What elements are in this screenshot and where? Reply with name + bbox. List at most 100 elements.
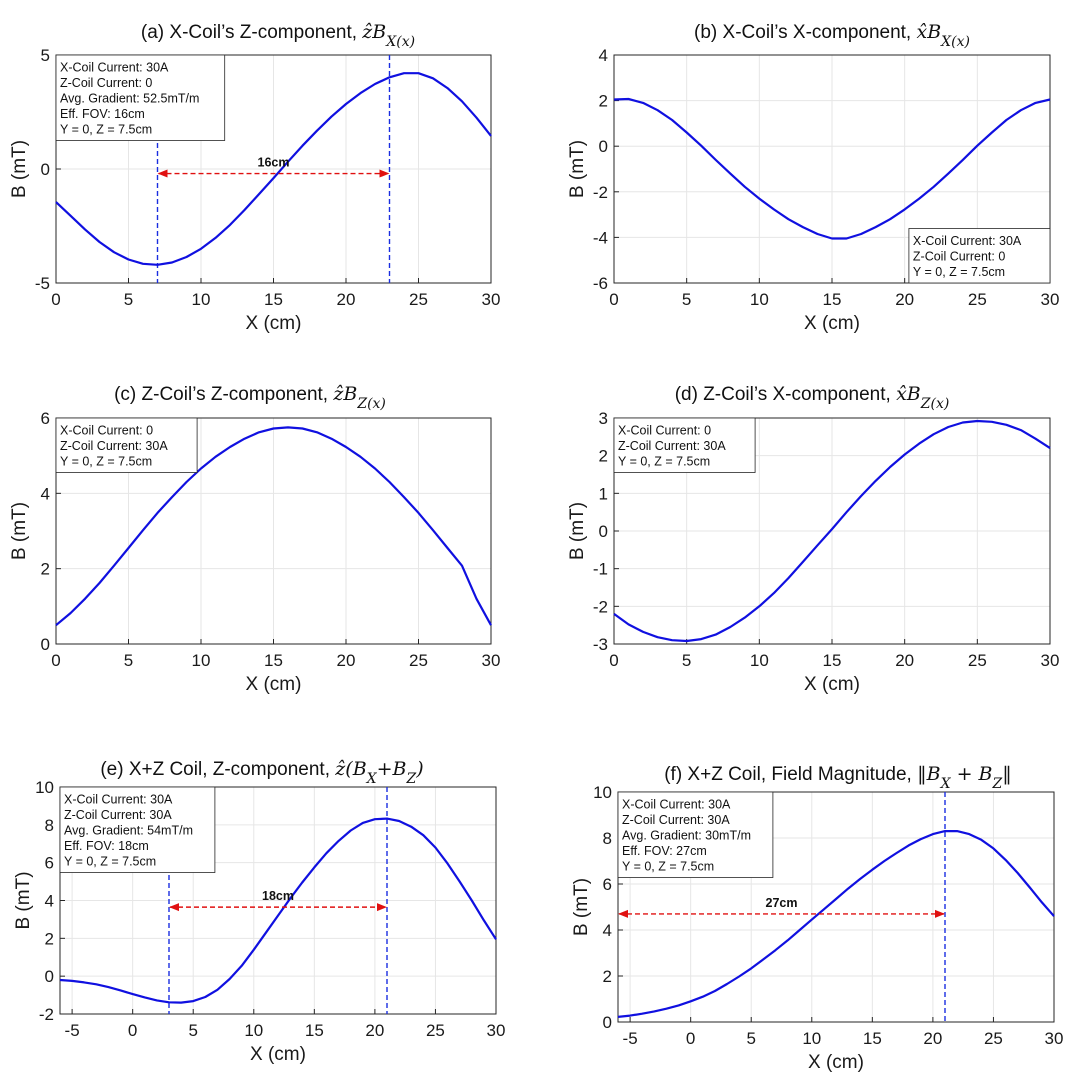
x-tick-label: -5 bbox=[623, 1029, 638, 1048]
y-tick-label: -2 bbox=[593, 597, 608, 616]
chart-panel-f: -5 0 5 10 15 20 25 30 0 2 4 6 8 10 X (cm) B (mT) (f) X+Z… bbox=[571, 763, 1063, 1073]
y-tick-label: 1 bbox=[599, 484, 608, 503]
title-part-title-math3: ‖ bbox=[1002, 763, 1012, 785]
title-part-title-math: ‖B bbox=[917, 763, 941, 785]
y-tick-label: 8 bbox=[603, 829, 612, 848]
x-tick-label: 20 bbox=[337, 290, 356, 309]
chart-panel-d: 0 5 10 15 20 25 30 -3 -2 -1 0 1 2 3 X (cm) B (mT) (d) Z-… bbox=[567, 383, 1059, 695]
y-tick-label: 2 bbox=[603, 967, 612, 986]
chart-title: (c) Z-Coil’s Z-component, ẑBZ(x) bbox=[114, 383, 386, 412]
x-tick-label: 5 bbox=[124, 651, 133, 670]
annotation-line: Z-Coil Current: 0 bbox=[60, 76, 152, 90]
x-tick-label: 25 bbox=[409, 651, 428, 670]
y-tick-label: -5 bbox=[35, 274, 50, 293]
x-tick-label: 15 bbox=[863, 1029, 882, 1048]
chart-title: (e) X+Z Coil, Z-component, ẑ(BX+BZ) bbox=[100, 758, 423, 787]
x-tick-label: 0 bbox=[609, 651, 618, 670]
y-tick-label: 8 bbox=[45, 816, 54, 835]
series-line-0 bbox=[613, 97, 1051, 240]
y-tick-label: 6 bbox=[41, 409, 50, 428]
fov-span-label: 27cm bbox=[766, 896, 798, 910]
x-axis-label: X (cm) bbox=[804, 674, 860, 695]
chart-panel-b: 0 5 10 15 20 25 30 -6 -4 -2 0 2 4 X (cm) B (mT) (b) X-C… bbox=[567, 21, 1059, 334]
series-line-0 bbox=[617, 829, 1055, 1018]
title-part-title-sub: X bbox=[366, 771, 378, 787]
axes-box bbox=[617, 791, 1055, 1023]
y-tick-label: 0 bbox=[603, 1013, 612, 1032]
x-tick-label: 10 bbox=[750, 290, 769, 309]
annotation-box bbox=[55, 54, 226, 141]
annotation-line: X-Coil Current: 30A bbox=[622, 798, 731, 812]
y-tick-label: 10 bbox=[35, 778, 54, 797]
series-line-0 bbox=[55, 426, 492, 627]
annotation-line: X-Coil Current: 0 bbox=[618, 424, 711, 438]
x-tick-label: 25 bbox=[968, 651, 987, 670]
title-part-title-math: x̂B bbox=[896, 383, 921, 405]
annotation-line: X-Coil Current: 30A bbox=[64, 793, 173, 807]
x-tick-label: 20 bbox=[895, 651, 914, 670]
x-tick-label: 0 bbox=[686, 1029, 695, 1048]
annotation-line: Y = 0, Z = 7.5cm bbox=[913, 265, 1005, 279]
y-axis-label: B (mT) bbox=[9, 140, 30, 198]
x-axis-label: X (cm) bbox=[804, 313, 860, 334]
x-tick-label: 25 bbox=[426, 1021, 445, 1040]
series-line-0 bbox=[59, 817, 497, 1004]
annotation-line: Y = 0, Z = 7.5cm bbox=[60, 123, 152, 137]
x-tick-label: 20 bbox=[895, 290, 914, 309]
x-tick-label: 0 bbox=[128, 1021, 137, 1040]
x-tick-label: 10 bbox=[802, 1029, 821, 1048]
x-tick-label: 0 bbox=[51, 651, 60, 670]
chart-panel-e: -5 0 5 10 15 20 25 30 -2 0 2 4 6 8 10 X (cm) B (mT) (e) X… bbox=[13, 758, 505, 1065]
title-part-title-sub: X(x) bbox=[385, 34, 415, 50]
y-axis-label: B (mT) bbox=[13, 871, 34, 929]
annotation-box bbox=[908, 228, 1051, 284]
annotation-line: Eff. FOV: 18cm bbox=[64, 839, 149, 853]
title-part-title-sub: X(x) bbox=[940, 34, 970, 50]
y-tick-label: -3 bbox=[593, 635, 608, 654]
x-tick-label: 5 bbox=[682, 290, 691, 309]
title-part-title-math: x̂B bbox=[916, 21, 941, 43]
annotation-line: Eff. FOV: 27cm bbox=[622, 844, 707, 858]
x-tick-label: 10 bbox=[192, 290, 211, 309]
title-part-title-math2: +B bbox=[377, 758, 407, 780]
y-tick-label: 6 bbox=[603, 875, 612, 894]
annotation-line: Z-Coil Current: 0 bbox=[913, 250, 1005, 264]
x-tick-label: 30 bbox=[1041, 651, 1060, 670]
x-tick-label: 10 bbox=[244, 1021, 263, 1040]
x-tick-label: 15 bbox=[264, 651, 283, 670]
x-tick-label: 30 bbox=[1045, 1029, 1064, 1048]
y-tick-label: 6 bbox=[45, 854, 54, 873]
y-tick-label: 4 bbox=[599, 46, 608, 65]
annotation-line: Z-Coil Current: 30A bbox=[64, 808, 172, 822]
y-tick-label: 5 bbox=[41, 46, 50, 65]
y-tick-label: 0 bbox=[45, 967, 54, 986]
annotation-line: X-Coil Current: 30A bbox=[913, 234, 1022, 248]
title-part-title-sub: Z(x) bbox=[356, 396, 386, 412]
y-tick-label: 2 bbox=[599, 447, 608, 466]
title-part-title-sub: X bbox=[940, 776, 952, 792]
x-tick-label: 5 bbox=[188, 1021, 197, 1040]
annotation-line: Z-Coil Current: 30A bbox=[60, 439, 168, 453]
annotation-line: Y = 0, Z = 7.5cm bbox=[64, 855, 156, 869]
y-tick-label: 2 bbox=[599, 92, 608, 111]
title-part-title-math: ẑ(B bbox=[334, 758, 366, 780]
x-tick-label: 25 bbox=[968, 290, 987, 309]
x-tick-label: -5 bbox=[65, 1021, 80, 1040]
y-tick-label: 10 bbox=[593, 783, 612, 802]
x-tick-label: 0 bbox=[609, 290, 618, 309]
y-tick-label: -6 bbox=[593, 274, 608, 293]
x-tick-label: 20 bbox=[365, 1021, 384, 1040]
y-tick-label: 4 bbox=[45, 892, 54, 911]
annotation-line: Y = 0, Z = 7.5cm bbox=[60, 455, 152, 469]
x-axis-label: X (cm) bbox=[246, 674, 302, 695]
x-tick-label: 15 bbox=[823, 290, 842, 309]
title-part-title-sub: Z(x) bbox=[920, 396, 950, 412]
y-tick-label: 2 bbox=[45, 929, 54, 948]
y-tick-label: 0 bbox=[599, 522, 608, 541]
title-part-title-text: (b) X-Coil’s X-component, bbox=[694, 22, 916, 43]
chart-title: (b) X-Coil’s X-component, x̂BX(x) bbox=[694, 21, 970, 50]
x-tick-label: 20 bbox=[337, 651, 356, 670]
y-tick-label: 3 bbox=[599, 409, 608, 428]
